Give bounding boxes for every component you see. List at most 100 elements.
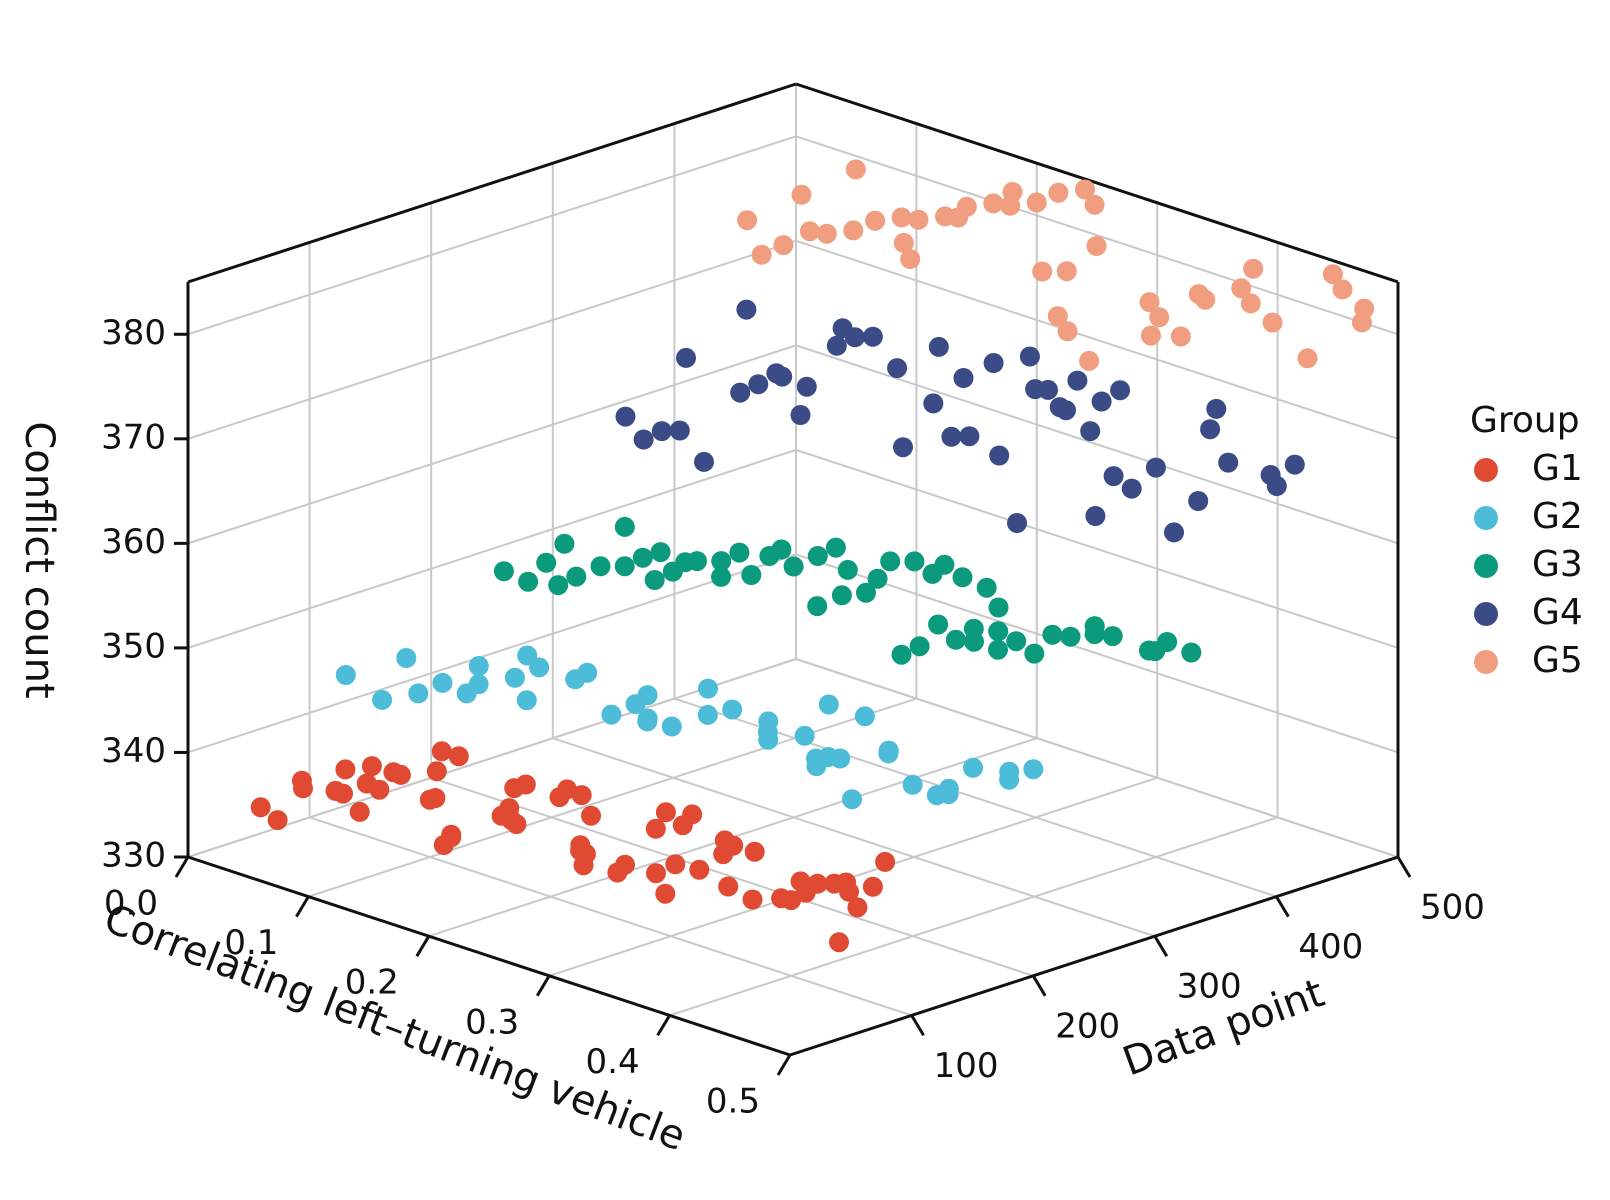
point-g5 xyxy=(799,221,820,242)
point-g4 xyxy=(1049,397,1070,418)
point-g4 xyxy=(796,376,817,397)
x-axis-title: Correlating left–turning vehicle xyxy=(98,896,692,1160)
point-g3 xyxy=(976,577,997,598)
gridline-x-floor xyxy=(187,658,797,858)
point-g3 xyxy=(1042,624,1063,645)
point-g1 xyxy=(875,851,896,872)
z-tick-label: 370 xyxy=(101,417,166,457)
point-g2 xyxy=(794,725,815,746)
point-g3 xyxy=(536,552,557,573)
point-g5 xyxy=(1188,284,1209,305)
point-g2 xyxy=(963,757,983,778)
z-tick-label: 380 xyxy=(101,313,166,353)
point-g4 xyxy=(887,358,908,379)
point-g5 xyxy=(865,210,886,231)
point-g4 xyxy=(1260,465,1281,485)
point-g3 xyxy=(988,621,1009,642)
point-g1 xyxy=(431,741,452,762)
point-g3 xyxy=(554,533,575,554)
point-g5 xyxy=(1322,264,1343,285)
point-g5 xyxy=(1297,348,1318,369)
point-g3 xyxy=(783,556,804,577)
point-g4 xyxy=(1103,466,1124,487)
point-g5 xyxy=(791,184,812,205)
point-g1 xyxy=(425,788,446,808)
legend-label-g2: G2 xyxy=(1532,496,1583,537)
point-g1 xyxy=(713,844,734,865)
point-g4 xyxy=(1019,346,1040,367)
point-g2 xyxy=(468,674,489,695)
point-g2 xyxy=(757,722,778,743)
point-g3 xyxy=(590,556,611,577)
point-g1 xyxy=(250,797,271,818)
point-g4 xyxy=(772,366,793,387)
point-g1 xyxy=(426,761,447,782)
point-g1 xyxy=(267,810,288,831)
point-g1 xyxy=(549,787,570,808)
point-g4 xyxy=(826,335,847,356)
point-g3 xyxy=(837,559,858,580)
legend-label-g4: G4 xyxy=(1532,592,1583,633)
point-g1 xyxy=(356,773,377,794)
x-tick-mark xyxy=(535,975,551,997)
point-g3 xyxy=(644,570,665,590)
x-tick-label: 0.1 xyxy=(224,923,278,963)
point-g2 xyxy=(806,748,826,769)
point-g3 xyxy=(1060,626,1081,647)
point-g3 xyxy=(614,556,635,577)
point-g4 xyxy=(1164,522,1184,543)
gridline-y-floor xyxy=(430,776,1034,977)
point-g4 xyxy=(1200,419,1221,440)
point-g5 xyxy=(1170,326,1191,347)
point-g5 xyxy=(1047,306,1068,327)
point-g1 xyxy=(335,759,356,780)
point-g4 xyxy=(651,421,672,442)
point-g3 xyxy=(909,636,930,657)
x-tick-mark xyxy=(415,935,431,957)
point-g3 xyxy=(1157,632,1178,652)
point-g1 xyxy=(383,762,404,783)
point-g2 xyxy=(854,706,875,727)
legend-swatch-g3 xyxy=(1474,554,1498,578)
point-g1 xyxy=(433,835,454,855)
legend-label-g5: G5 xyxy=(1532,640,1583,681)
point-g2 xyxy=(818,694,839,715)
point-g4 xyxy=(959,426,980,447)
point-g5 xyxy=(1079,350,1100,371)
point-g4 xyxy=(1110,380,1131,401)
legend: Group G1 G2 G3 G4 G5 xyxy=(1470,400,1583,681)
point-g5 xyxy=(1057,321,1078,342)
tick-labels: 330 340 350 360 370 380 0.0 0.1 0.2 0.3 0.4 0.5 100 2… xyxy=(101,313,1485,1122)
point-g1 xyxy=(742,889,763,910)
point-g2 xyxy=(902,774,923,795)
point-g2 xyxy=(830,748,851,769)
point-g2 xyxy=(999,769,1020,790)
point-g3 xyxy=(687,551,707,572)
gridline-z-back-right xyxy=(187,239,797,440)
point-g1 xyxy=(771,888,792,909)
point-g1 xyxy=(836,872,857,893)
point-g5 xyxy=(1032,261,1053,282)
point-g1 xyxy=(718,876,739,897)
legend-swatch-g4 xyxy=(1474,602,1498,626)
point-g3 xyxy=(880,551,901,572)
point-g1 xyxy=(506,814,527,835)
frame-top-right xyxy=(795,82,1399,284)
gridline-x-floor xyxy=(669,816,1278,1017)
point-g2 xyxy=(601,704,622,725)
y-tick-label: 300 xyxy=(1177,967,1242,1007)
point-g3 xyxy=(493,561,514,582)
point-g5 xyxy=(1332,279,1353,300)
point-g2 xyxy=(529,657,550,678)
point-g5 xyxy=(908,209,929,230)
x-tick-label: 0.5 xyxy=(706,1082,760,1122)
point-g1 xyxy=(807,873,828,894)
gridline-z-back-left xyxy=(795,448,1399,649)
point-g3 xyxy=(963,618,984,639)
point-g4 xyxy=(1007,513,1027,533)
point-g3 xyxy=(1024,643,1045,664)
point-g5 xyxy=(1026,192,1047,213)
z-tick-label: 350 xyxy=(101,626,166,666)
point-g1 xyxy=(665,854,686,875)
